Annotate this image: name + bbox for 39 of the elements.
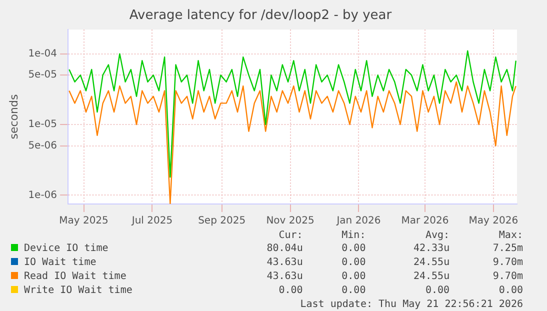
x-tick-label: Mar 2026 [401, 216, 449, 227]
text: 24.55u [412, 256, 451, 270]
y-tick-label: 5e-06 [28, 140, 58, 152]
text: Last update: Thu May 21 22:56:21 2026 [299, 298, 524, 311]
x-tick-label: Jan 2026 [336, 216, 381, 227]
text: 0.00 [340, 270, 367, 284]
text: 9.70m [492, 270, 524, 284]
y-tick-label: 5e-05 [28, 70, 58, 81]
text: 24.55u [412, 270, 451, 284]
y-axis-title: seconds [7, 94, 20, 140]
x-tick-label: Sep 2025 [198, 216, 246, 227]
x-tick-label: Nov 2025 [266, 216, 314, 227]
y-tick-label: 1e-04 [28, 48, 58, 60]
x-tick-label: May 2026 [468, 216, 518, 227]
text: Avg: [424, 230, 451, 242]
legend-label: IO Wait time [24, 257, 96, 268]
text: 0.00 [340, 284, 367, 298]
text: 43.63u [266, 256, 304, 270]
legend-label: Write IO Wait time [24, 285, 132, 296]
text: 42.33u [412, 242, 451, 256]
text: 7.25m [492, 242, 524, 256]
text: 0.00 [424, 284, 451, 298]
y-tick-label: 1e-06 [28, 190, 58, 201]
text: 0.00 [340, 256, 367, 270]
text: 0.00 [340, 242, 367, 256]
x-tick-label: Jul 2025 [130, 216, 173, 227]
legend-label: Read IO Wait time [24, 271, 126, 282]
text: 43.63u [266, 270, 304, 284]
text: 9.70m [492, 256, 524, 270]
text: Max: [498, 230, 524, 242]
text: Min: [340, 230, 367, 242]
legend-label: Device IO time [24, 243, 108, 254]
text: 0.00 [498, 284, 524, 298]
text: Cur: [278, 230, 304, 242]
text: 80.04u [266, 242, 304, 256]
chart-title: Average latency for /dev/loop2 - by year [129, 8, 392, 24]
y-tick-label: 1e-05 [28, 119, 58, 130]
text: 0.00 [278, 284, 304, 298]
x-tick-label: May 2025 [59, 216, 108, 227]
